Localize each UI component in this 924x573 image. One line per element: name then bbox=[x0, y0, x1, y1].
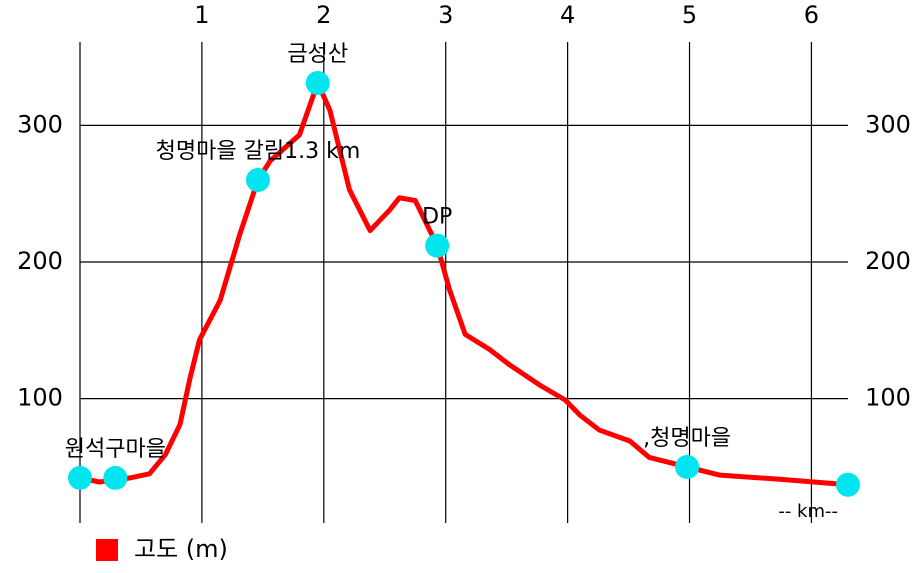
waypoint-marker bbox=[305, 70, 330, 95]
y-tick-label: 300 bbox=[17, 110, 63, 138]
waypoint-marker bbox=[245, 168, 270, 193]
x-tick-label: 5 bbox=[682, 1, 697, 29]
waypoint-marker bbox=[836, 472, 860, 497]
elevation-line bbox=[79, 80, 849, 488]
legend-swatch bbox=[96, 539, 118, 561]
legend-label: 고도 (m) bbox=[134, 535, 228, 563]
waypoint-marker bbox=[68, 465, 92, 490]
x-tick-label: 2 bbox=[316, 1, 331, 29]
x-tick-label: 6 bbox=[804, 1, 819, 29]
waypoint-label: 원석구마을 bbox=[65, 437, 166, 462]
x-tick-label: 1 bbox=[194, 1, 209, 29]
y-tick-label: 200 bbox=[17, 247, 63, 275]
waypoint-marker bbox=[103, 465, 128, 490]
y-tick-label-right: 200 bbox=[865, 247, 911, 275]
waypoint-label: 청명마을 갈림1.3 km bbox=[156, 139, 361, 164]
x-tick-label: 3 bbox=[438, 1, 453, 29]
y-tick-label-right: 100 bbox=[865, 384, 911, 412]
waypoint-label: ,청명마을 bbox=[643, 426, 731, 451]
x-tick-label: 4 bbox=[560, 1, 575, 29]
waypoint-marker bbox=[675, 454, 700, 479]
y-tick-label-right: 300 bbox=[865, 110, 911, 138]
waypoint-label: 금성산 bbox=[287, 42, 348, 67]
x-axis-label: -- km-- bbox=[778, 501, 838, 522]
waypoint-marker bbox=[425, 233, 450, 258]
waypoint-label: DP bbox=[422, 205, 452, 230]
y-tick-label: 100 bbox=[17, 384, 63, 412]
